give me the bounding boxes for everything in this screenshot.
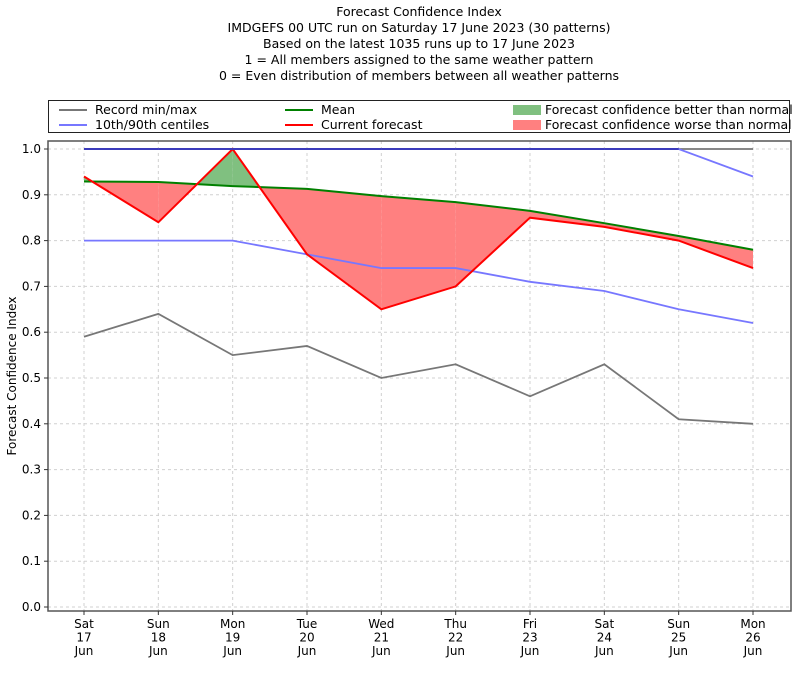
legend-swatch-centiles [59,123,87,126]
legend-swatch-worse [513,119,541,130]
series-line-10th-centile [84,239,754,324]
chart-subtitle-based-on: Based on the latest 1035 runs up to 17 J… [263,36,575,51]
series-line-current-forecast [83,147,754,311]
series-line-mean [83,180,754,251]
x-tick-label: Jun [594,644,614,658]
fill-worse-than-normal [307,188,382,310]
x-tick-label: Jun [148,644,168,658]
x-tick-label: 20 [299,631,314,645]
x-tick-label: 23 [522,631,537,645]
x-tick-label: 26 [745,631,760,645]
x-tick-label: 19 [225,631,240,645]
legend-swatch-record [59,108,87,111]
x-tick-label: Mon [740,617,765,631]
x-tick-label: Tue [296,617,318,631]
x-tick-label: 24 [597,631,612,645]
y-tick-label: 0.7 [22,279,41,293]
fill-worse-than-normal [455,202,530,287]
legend-label-centiles: 10th/90th centiles [95,117,210,132]
plot-frame [47,140,792,612]
y-tick-label: 0.5 [22,371,41,385]
x-tick-label: Sun [147,617,170,631]
legend-label-record: Record min/max [95,102,198,117]
x-tick-label: Jun [222,644,242,658]
x-axis: Sat17JunSun18JunMon19JunTue20JunWed21Jun… [74,611,766,658]
chart-title: Forecast Confidence Index [336,4,502,19]
x-tick-label: Mon [220,617,245,631]
x-tick-label: 17 [76,631,91,645]
legend-swatch-better [513,104,541,115]
legend-label-mean: Mean [321,102,356,117]
legend-swatch-current [285,123,313,126]
chart-subtitle-scale-max: 1 = All members assigned to the same wea… [244,52,594,67]
series-line-record-min [83,312,754,425]
x-tick-label: 25 [671,631,686,645]
y-tick-label: 0.9 [22,188,41,202]
x-tick-label: 22 [448,631,463,645]
x-tick-label: Jun [371,644,391,658]
x-tick-label: Jun [668,644,688,658]
legend-label-current: Current forecast [321,117,423,132]
x-tick-label: Sat [74,617,94,631]
legend-item-better: Forecast confidence better than normal [513,102,793,117]
chart-subtitle-run: IMDGEFS 00 UTC run on Saturday 17 June 2… [227,20,611,35]
y-tick-label: 1.0 [22,142,41,156]
x-tick-label: Jun [297,644,317,658]
legend-item-worse: Forecast confidence worse than normal [513,117,792,132]
legend-label-worse: Forecast confidence worse than normal [545,117,792,132]
legend-item-mean: Mean [285,102,355,117]
chart-title-block: Forecast Confidence Index IMDGEFS 00 UTC… [0,4,800,84]
fill-worse-than-normal [678,236,753,269]
x-tick-label: Fri [523,617,537,631]
series-line-90th-centile [84,148,754,178]
x-tick-label: Jun [74,644,94,658]
y-axis: 0.0 0.1 0.2 0.3 0.4 0.5 0.6 0.7 0.8 0.9 1.0 [22,142,48,614]
y-tick-label: 0.1 [22,554,41,568]
y-tick-label: 0.3 [22,463,41,477]
x-tick-label: Wed [368,617,394,631]
legend-swatch-mean [285,108,313,111]
legend-label-better: Forecast confidence better than normal [545,102,793,117]
legend-item-record: Record min/max [59,102,197,117]
y-axis-label: Forecast Confidence Index [5,297,19,456]
chart-subtitle-scale-min: 0 = Even distribution of members between… [218,68,620,83]
fill-worse-than-normal [381,196,456,310]
x-tick-label: Sat [594,617,614,631]
chart-legend: Record min/max 10th/90th centiles Mean C… [48,100,793,133]
y-tick-label: 0.8 [22,234,41,248]
legend-item-centiles: 10th/90th centiles [59,117,209,132]
legend-item-current: Current forecast [285,117,422,132]
series-lines [83,147,754,425]
y-tick-label: 0.0 [22,600,41,614]
y-tick-label: 0.6 [22,325,41,339]
y-tick-label: 0.2 [22,508,41,522]
x-tick-label: Jun [520,644,540,658]
x-tick-label: Jun [743,644,763,658]
x-tick-label: Sun [667,617,690,631]
confidence-fills [84,149,753,310]
x-tick-label: Thu [443,617,467,631]
x-tick-label: 18 [151,631,166,645]
y-tick-label: 0.4 [22,417,41,431]
x-tick-label: 21 [374,631,389,645]
x-tick-label: Jun [445,644,465,658]
